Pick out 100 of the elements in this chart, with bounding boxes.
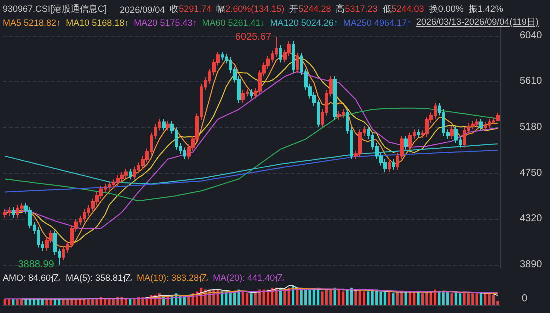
- bar: [472, 294, 474, 305]
- y-tick-label: 5610: [520, 76, 543, 88]
- bar: [363, 292, 366, 305]
- candlestick: [124, 168, 128, 180]
- bar: [12, 299, 15, 305]
- bar: [16, 299, 19, 305]
- candlestick: [12, 206, 15, 218]
- text: 开5244.28: [290, 4, 332, 14]
- bar: [250, 294, 253, 305]
- text: 4964.17↑: [374, 18, 412, 28]
- candlestick: [3, 208, 7, 218]
- bar: [246, 294, 249, 305]
- candlestick: [463, 127, 466, 148]
- text: MA10: [66, 18, 90, 28]
- text: 低5244.03: [382, 4, 424, 14]
- bar: [92, 299, 94, 305]
- bar: [446, 292, 450, 305]
- text: 2026/03/13-2026/09/04(119日): [416, 16, 539, 29]
- y-tick-label: 3890: [520, 259, 543, 270]
- text: 5261.41↓: [228, 18, 266, 28]
- bar: [480, 294, 482, 305]
- line-series: [4, 144, 498, 185]
- candlestick: [250, 88, 253, 100]
- bar: [242, 292, 244, 305]
- candlestick: [479, 118, 483, 132]
- text: 5024.26↑: [301, 18, 338, 28]
- bar: [129, 299, 132, 305]
- candlestick: [279, 45, 282, 64]
- bar: [434, 290, 437, 305]
- bar: [350, 288, 353, 305]
- candlestick: [296, 52, 299, 74]
- candlestick: [404, 136, 408, 150]
- candlestick: [358, 129, 362, 158]
- bar: [321, 292, 324, 305]
- candlestick: [471, 120, 475, 130]
- y-tick-label: 5180: [520, 122, 543, 134]
- bar: [354, 290, 358, 305]
- text: 5168.18↑: [92, 18, 130, 28]
- text: 幅2.60%(134.15): [216, 4, 285, 14]
- bar: [304, 290, 308, 305]
- candlestick: [166, 120, 170, 132]
- candlestick: [488, 118, 491, 130]
- bar: [124, 299, 128, 305]
- y-tick-label: 4320: [520, 214, 543, 225]
- candlestick: [425, 116, 429, 138]
- text: MA120: [270, 18, 299, 28]
- text: MA60: [202, 18, 226, 28]
- bar: [96, 299, 98, 305]
- text: 换0.00%: [429, 4, 464, 14]
- bar: [338, 290, 340, 305]
- bar: [346, 290, 349, 305]
- bar: [476, 294, 478, 305]
- bar: [330, 290, 332, 305]
- bar: [450, 294, 454, 305]
- candlestick: [408, 132, 412, 150]
- y-tick-label: 6040: [520, 30, 543, 42]
- bar: [371, 290, 374, 305]
- chart-title: 930967.CSI[港股通信息C]: [3, 3, 108, 16]
- bar: [4, 299, 6, 305]
- bar: [459, 294, 462, 305]
- bar: [388, 292, 391, 305]
- bar: [396, 292, 399, 305]
- bar: [417, 292, 420, 305]
- candlestick: [183, 147, 186, 160]
- bar: [484, 294, 487, 305]
- bar: [317, 288, 320, 305]
- candlestick: [496, 112, 500, 122]
- bar: [284, 290, 286, 305]
- bar: [492, 296, 495, 305]
- bar: [133, 299, 136, 305]
- candlestick: [484, 122, 487, 132]
- candlestick: [454, 126, 458, 144]
- bar: [413, 292, 416, 305]
- bar: [37, 299, 40, 305]
- candlestick: [337, 111, 341, 121]
- text: MA20: [134, 18, 158, 28]
- candlestick: [221, 51, 224, 61]
- text: AMO: 84.60亿: [3, 272, 60, 285]
- bar: [108, 299, 111, 305]
- bar: [421, 294, 424, 305]
- annotation: 3888.99: [18, 259, 55, 270]
- candlestick: [333, 76, 337, 121]
- bar: [488, 294, 491, 305]
- bar: [342, 292, 345, 305]
- candlestick: [388, 158, 391, 173]
- candlestick: [241, 90, 245, 104]
- annotation: 6025.67: [235, 32, 272, 44]
- text: 振1.42%: [468, 4, 504, 14]
- candlestick: [475, 118, 479, 128]
- bar: [454, 292, 458, 305]
- bar: [112, 299, 115, 305]
- candlestick: [129, 168, 132, 180]
- candlestick: [133, 166, 136, 180]
- text: MA(10): 383.28亿: [137, 272, 208, 285]
- text: 0: [522, 294, 528, 304]
- bar: [392, 294, 395, 305]
- candlestick: [417, 129, 420, 139]
- text: MA5: [3, 18, 22, 28]
- bar: [104, 299, 107, 305]
- candlestick: [450, 126, 454, 140]
